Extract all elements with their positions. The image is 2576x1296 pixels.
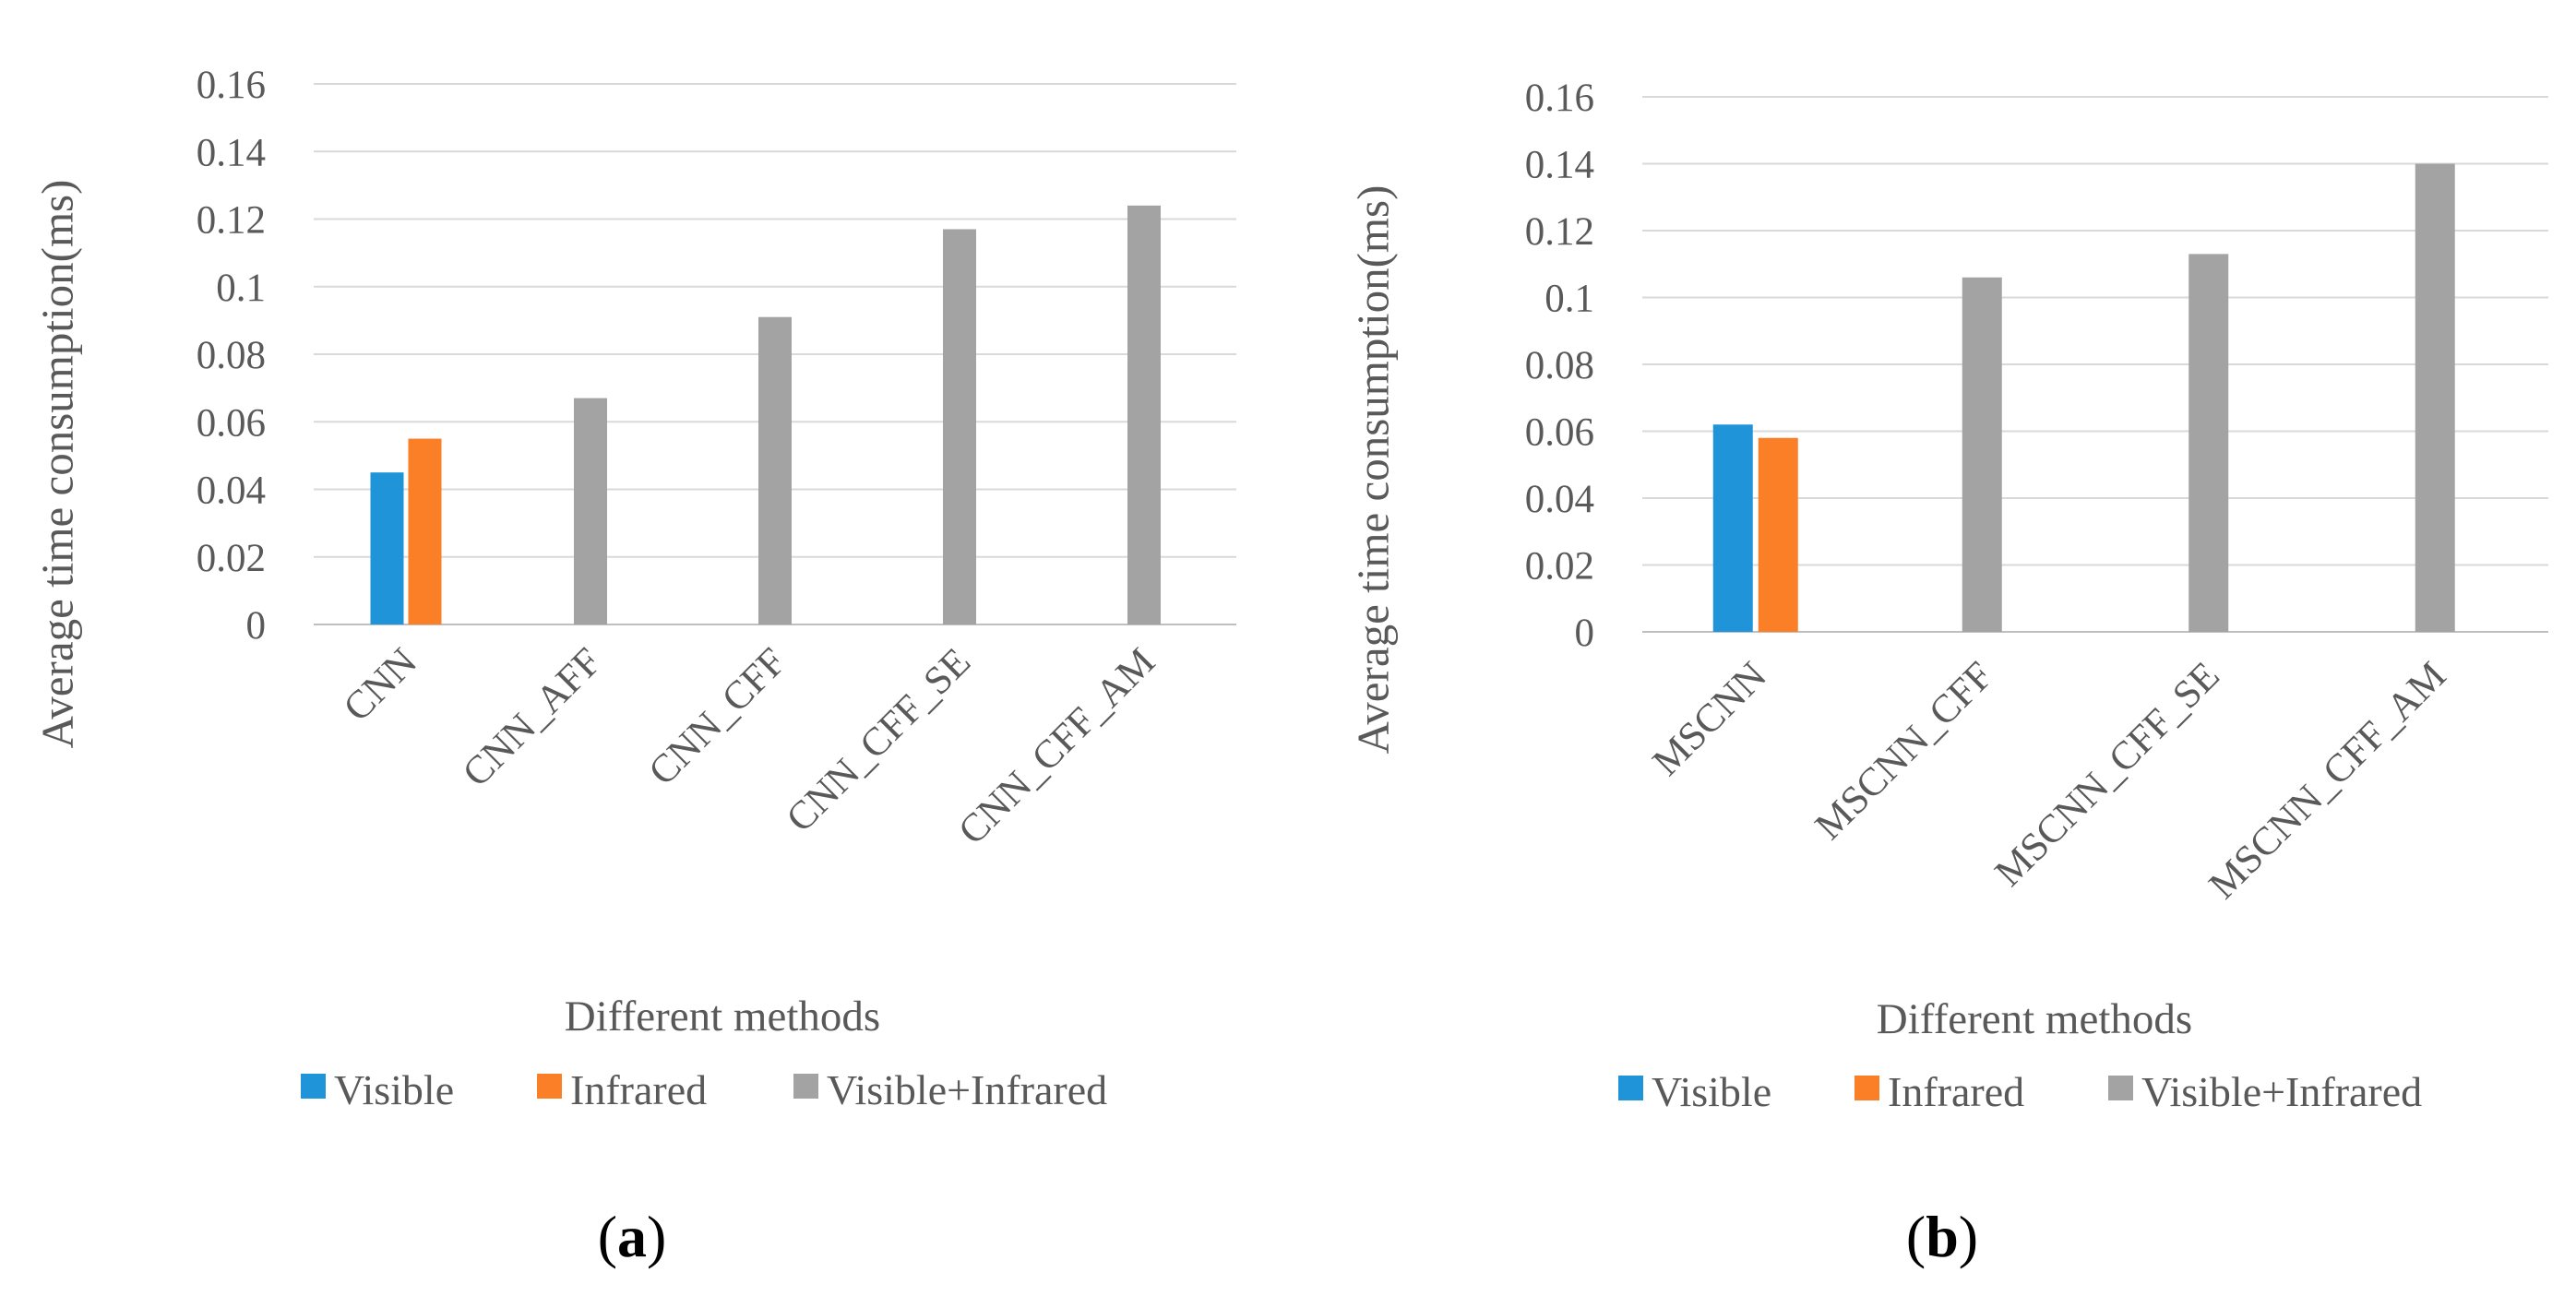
y-axis-label: Average time consumption(ms) bbox=[1348, 185, 1399, 755]
bar bbox=[758, 316, 792, 624]
bar bbox=[1127, 205, 1161, 624]
y-tick-label: 0.02 bbox=[1525, 545, 1594, 589]
bar bbox=[574, 398, 607, 624]
panel-letter: a bbox=[617, 1204, 647, 1269]
x-axis-label: Different methods bbox=[565, 993, 880, 1040]
bar bbox=[1758, 437, 1798, 632]
x-tick-label: CNN_CFF_SE bbox=[779, 640, 979, 840]
y-tick-label: 0 bbox=[1575, 612, 1595, 655]
y-tick-label: 0.14 bbox=[1525, 144, 1594, 187]
x-tick-label: MSCNN_CFF_AM bbox=[2200, 654, 2454, 908]
legend-swatch-infrared bbox=[1854, 1076, 1879, 1100]
y-tick-label: 0 bbox=[246, 604, 267, 648]
bar bbox=[370, 472, 404, 624]
y-tick-label: 0.06 bbox=[197, 401, 266, 445]
legend-label: Infrared bbox=[570, 1066, 707, 1113]
panel-letter: b bbox=[1926, 1204, 1959, 1269]
bar bbox=[2188, 254, 2229, 632]
x-tick-label: CNN_CFF bbox=[640, 640, 794, 794]
y-tick-label: 0.12 bbox=[197, 199, 266, 243]
y-tick-label: 0.04 bbox=[197, 470, 266, 513]
panel-label: (a) bbox=[598, 1204, 667, 1269]
legend-label: Visible bbox=[334, 1066, 454, 1113]
legend-label: Visible+Infrared bbox=[827, 1066, 1107, 1113]
x-tick-label: CNN_CFF_AM bbox=[950, 640, 1163, 853]
y-tick-label: 0.08 bbox=[197, 334, 266, 377]
bar bbox=[1962, 277, 2002, 632]
legend-swatch-visible-infrared bbox=[793, 1074, 818, 1099]
y-tick-label: 0.08 bbox=[1525, 344, 1594, 387]
y-tick-label: 0.06 bbox=[1525, 411, 1594, 455]
panel-label: (b) bbox=[1906, 1204, 1978, 1269]
y-tick-label: 0.16 bbox=[1525, 77, 1594, 120]
bar bbox=[943, 229, 976, 625]
y-tick-label: 0.02 bbox=[197, 537, 266, 580]
bar bbox=[2415, 163, 2455, 632]
chart-panel-a: 0 0.02 0.04 0.06 0.08 0.1 0.12 0.14 0.16 CNN CNN_A… bbox=[32, 64, 1236, 1269]
bar bbox=[408, 438, 442, 624]
legend: Visible Infrared Visible+Infrared bbox=[301, 1066, 1107, 1113]
y-tick-label: 0.1 bbox=[1544, 278, 1594, 321]
x-tick-label: CNN_AFF bbox=[455, 640, 610, 795]
legend: Visible Infrared Visible+Infrared bbox=[1618, 1068, 2422, 1115]
y-tick-label: 0.12 bbox=[1525, 210, 1594, 254]
legend-swatch-visible bbox=[1618, 1076, 1643, 1100]
legend-label: Visible bbox=[1652, 1068, 1771, 1115]
y-tick-label: 0.14 bbox=[197, 131, 266, 174]
y-tick-label: 0.1 bbox=[216, 267, 266, 310]
legend-label: Visible+Infrared bbox=[2141, 1068, 2422, 1115]
x-tick-label: MSCNN_CFF bbox=[1807, 654, 2002, 849]
chart-panel-b: 0 0.02 0.04 0.06 0.08 0.1 0.12 0.14 0.16 MSCNN MSC… bbox=[1348, 77, 2548, 1269]
y-tick-label: 0.16 bbox=[197, 64, 266, 107]
x-axis-label: Different methods bbox=[1877, 995, 2192, 1043]
legend-swatch-infrared bbox=[537, 1074, 562, 1099]
y-tick-label: 0.04 bbox=[1525, 478, 1594, 521]
x-tick-label: MSCNN bbox=[1644, 654, 1774, 784]
x-tick-label: MSCNN_CFF_SE bbox=[1986, 654, 2227, 895]
legend-swatch-visible bbox=[301, 1074, 326, 1099]
bar bbox=[1712, 424, 1753, 632]
x-tick-label: CNN bbox=[336, 640, 425, 730]
y-axis-label: Average time consumption(ms) bbox=[32, 180, 83, 749]
legend-label: Infrared bbox=[1888, 1068, 2024, 1115]
legend-swatch-visible-infrared bbox=[2108, 1076, 2133, 1100]
